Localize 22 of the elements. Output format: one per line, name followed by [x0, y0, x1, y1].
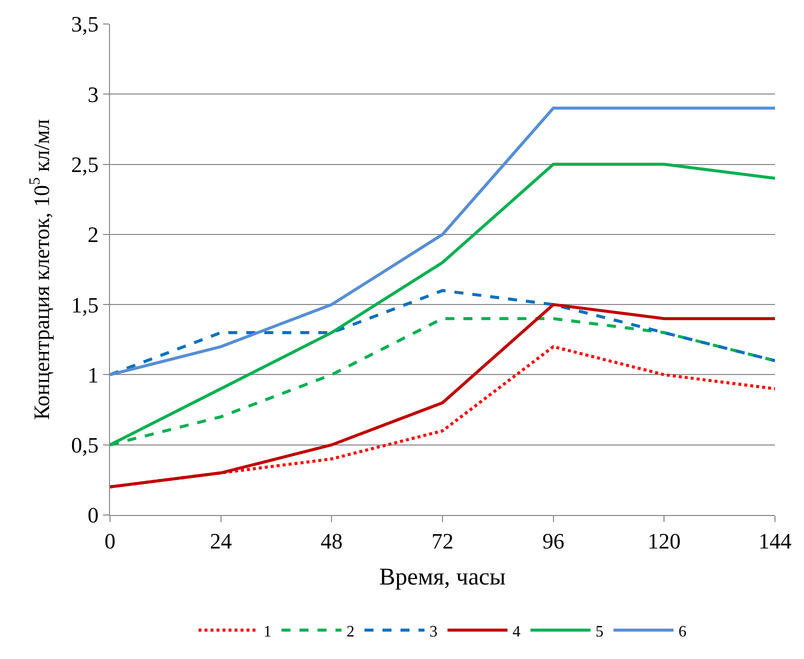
y-tick-label: 3,5	[71, 12, 99, 37]
y-tick-label: 0	[88, 502, 99, 528]
y-tick-label: 3	[88, 82, 99, 107]
x-tick-label: 96	[542, 528, 564, 554]
legend-label: 3	[430, 623, 438, 640]
y-tick-label: 1,5	[71, 292, 99, 318]
y-tick-label: 2,5	[71, 152, 99, 177]
legend-label: 2	[346, 623, 354, 640]
y-tick-label: 2	[88, 222, 99, 248]
x-tick-label: 120	[648, 528, 681, 554]
y-tick-label: 0,5	[71, 432, 99, 458]
legend-label: 4	[512, 623, 520, 640]
legend-label: 1	[264, 623, 272, 640]
x-tick-label: 0	[104, 528, 116, 554]
y-tick-label: 1	[88, 362, 99, 388]
x-tick-label: 72	[432, 528, 454, 554]
x-tick-label: 144	[758, 528, 792, 554]
x-tick-label: 24	[210, 528, 232, 554]
legend-label: 6	[678, 623, 686, 640]
x-axis-title: Время, часы	[379, 564, 506, 591]
legend-label: 5	[596, 623, 604, 640]
x-tick-label: 48	[320, 528, 343, 554]
